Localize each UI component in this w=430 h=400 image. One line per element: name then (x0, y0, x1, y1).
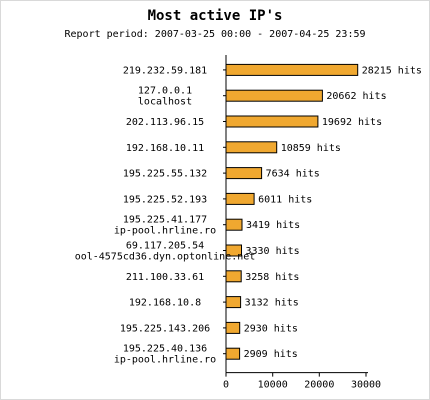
value-label-1: 20662 hits (326, 91, 386, 102)
chart-subtitle: Report period: 2007-03-25 00:00 - 2007-0… (64, 29, 365, 40)
category-label-5: 195.225.52.193 (123, 194, 207, 205)
value-label-8: 3258 hits (245, 272, 299, 283)
category-label-1-line-1: localhost (138, 97, 192, 108)
bar-0 (225, 63, 359, 76)
axes-group: 0 10000 20000 30000 (223, 55, 381, 391)
value-label-4: 7634 hits (266, 169, 320, 180)
bar-5 (225, 192, 255, 205)
value-label-0: 28215 hits (362, 65, 422, 76)
category-label-10: 195.225.143.206 (120, 323, 210, 334)
value-label-10: 2930 hits (244, 323, 298, 334)
category-label-6-line-0: 195.225.41.177 (123, 215, 207, 226)
category-label-7-line-0: 69.117.205.54 (126, 241, 204, 252)
bar-8 (225, 270, 242, 283)
bar-1 (225, 89, 323, 102)
bar-2 (225, 115, 319, 128)
bar-3 (225, 141, 278, 154)
x-tick-label-2: 20000 (304, 380, 334, 391)
value-label-2: 19692 hits (322, 117, 382, 128)
x-tick-label-3: 30000 (351, 380, 381, 391)
chart-title: Most active IP's (148, 8, 283, 24)
category-label-1-line-0: 127.0.0.1 (138, 86, 192, 97)
bar-6 (225, 218, 243, 231)
x-tick-label-0: 0 (223, 380, 229, 391)
value-label-3: 10859 hits (281, 143, 341, 154)
category-label-7-line-1: ool-4575cd36.dyn.optonline.net (75, 252, 256, 263)
category-label-6-line-1: ip-pool.hrline.ro (114, 226, 216, 237)
value-label-5: 6011 hits (258, 194, 312, 205)
category-label-2: 202.113.96.15 (126, 117, 204, 128)
category-label-11-line-0: 195.225.40.136 (123, 344, 207, 355)
value-label-7: 3330 hits (246, 246, 300, 257)
value-labels: 28215 hits 20662 hits 19692 hits 10859 hits… (244, 65, 422, 360)
category-label-8: 211.100.33.61 (126, 272, 204, 283)
category-label-4: 195.225.55.132 (123, 169, 207, 180)
bar-4 (225, 167, 263, 180)
category-label-3: 192.168.10.11 (126, 143, 204, 154)
category-label-9: 192.168.10.8 (129, 298, 201, 309)
category-label-11-line-1: ip-pool.hrline.ro (114, 355, 216, 366)
value-label-9: 3132 hits (245, 298, 299, 309)
category-label-0: 219.232.59.181 (123, 65, 207, 76)
bars-group (225, 63, 359, 360)
bar-9 (225, 296, 242, 309)
x-tick-label-1: 10000 (258, 380, 288, 391)
bar-11 (225, 347, 241, 360)
value-label-11: 2909 hits (244, 349, 298, 360)
value-label-6: 3419 hits (246, 220, 300, 231)
bar-10 (225, 321, 241, 334)
